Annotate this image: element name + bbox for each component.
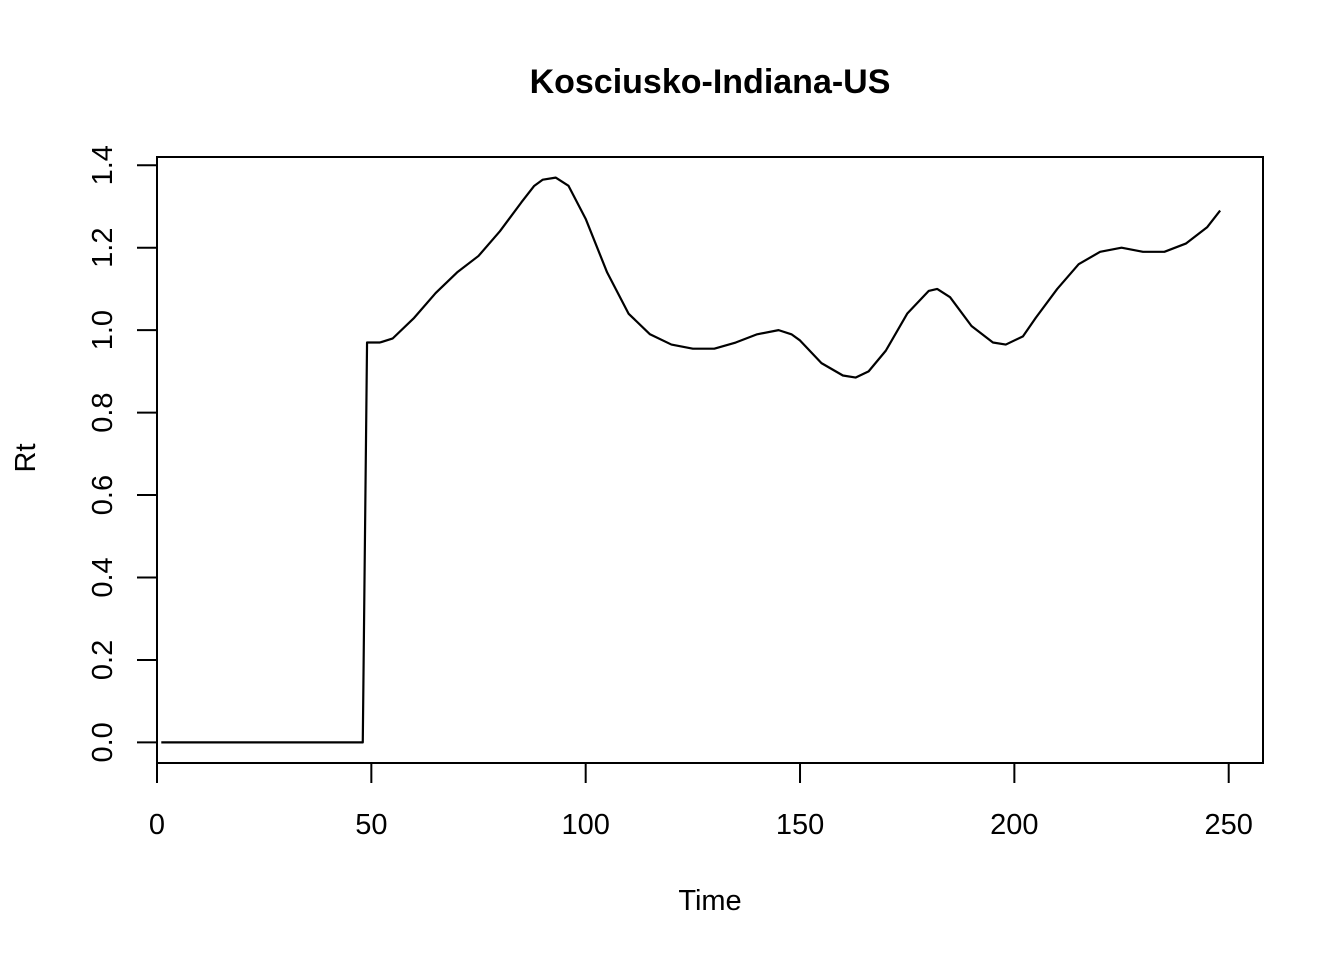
- chart-title: Kosciusko-Indiana-US: [530, 63, 891, 101]
- series-line-1: [161, 176, 1221, 744]
- y-tick-label: 1.4: [87, 145, 119, 185]
- y-tick-label: 1.0: [87, 310, 119, 350]
- y-tick-label: 1.2: [87, 228, 119, 268]
- y-tick-label: 0.8: [87, 392, 119, 432]
- series-layer: [161, 176, 1221, 744]
- y-tick-label: 0.0: [87, 722, 119, 762]
- y-tick-label: 0.2: [87, 640, 119, 680]
- x-tick-label: 100: [561, 809, 609, 841]
- plot-frame: [156, 156, 1264, 764]
- x-tick-label: 0: [149, 809, 165, 841]
- x-axis-label: Time: [678, 885, 741, 917]
- y-tick-label: 0.6: [87, 475, 119, 515]
- y-axis-label: Rt: [10, 444, 42, 473]
- y-axis: 0.0 0.2 0.4 0.6 0.8 1.0 1.2 1.4: [87, 145, 158, 763]
- x-axis: 0 50 100 150 200 250: [149, 762, 1253, 841]
- x-tick-label: 150: [776, 809, 824, 841]
- x-tick-label: 250: [1205, 809, 1253, 841]
- x-tick-label: 200: [990, 809, 1038, 841]
- x-tick-label: 50: [355, 809, 387, 841]
- y-tick-label: 0.4: [87, 557, 119, 597]
